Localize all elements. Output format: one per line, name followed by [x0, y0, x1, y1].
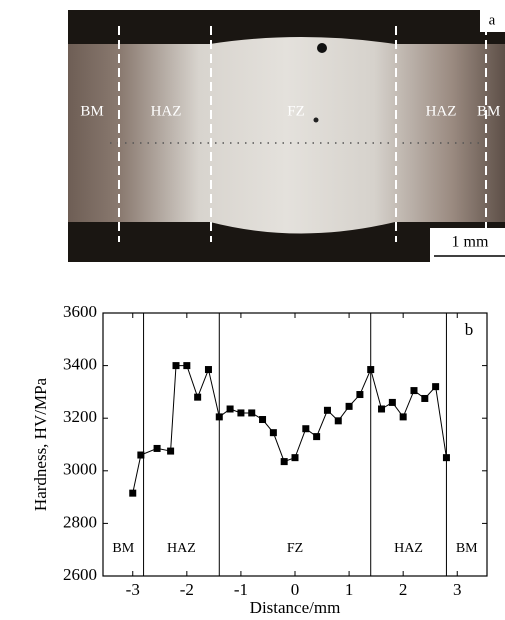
data-point [205, 366, 212, 373]
data-point [281, 458, 288, 465]
y-tick-label: 3600 [63, 302, 97, 321]
x-tick-label: -3 [126, 580, 140, 599]
data-point [173, 362, 180, 369]
data-point [194, 394, 201, 401]
panel-label: a [489, 12, 496, 28]
y-tick-label: 3000 [63, 460, 97, 479]
data-point [335, 417, 342, 424]
data-point [356, 391, 363, 398]
zone-label: HAZ [167, 541, 196, 556]
data-point [346, 403, 353, 410]
data-point [227, 405, 234, 412]
data-point [216, 413, 223, 420]
panel-label: b [465, 320, 474, 339]
data-point [154, 445, 161, 452]
data-point [324, 407, 331, 414]
zone-label: BM [112, 541, 134, 556]
data-point [270, 429, 277, 436]
data-point [313, 433, 320, 440]
micrograph: a BM HAZ FZ HAZ BM 1 mm [68, 10, 505, 262]
chart: 2600 2800 3000 3200 3400 3600 -3 -2 -1 0 1 2 3 Distan… [31, 302, 487, 617]
y-tick-label: 3400 [63, 355, 97, 374]
pore [317, 43, 327, 53]
data-point [167, 448, 174, 455]
data-point [129, 490, 136, 497]
x-axis-label: Distance/mm [250, 598, 341, 617]
zone-label: HAZ [394, 541, 423, 556]
data-point [378, 405, 385, 412]
data-point [183, 362, 190, 369]
x-tick-label: 1 [345, 580, 354, 599]
data-point [400, 413, 407, 420]
data-point [137, 452, 144, 459]
x-tick-label: -1 [234, 580, 248, 599]
y-tick-label: 2800 [63, 512, 97, 531]
x-tick-label: 2 [399, 580, 408, 599]
data-point [443, 454, 450, 461]
data-point [259, 416, 266, 423]
y-axis-label: Hardness, HV/MPa [31, 377, 50, 511]
x-tick-label: -2 [180, 580, 194, 599]
data-point [292, 454, 299, 461]
region-label: FZ [287, 103, 305, 119]
weld-section [68, 37, 505, 234]
data-point [302, 425, 309, 432]
region-label: BM [477, 103, 500, 119]
page: {"figure_a": {"label": "a", "regions": [… [0, 0, 505, 620]
data-point [237, 409, 244, 416]
figure: a BM HAZ FZ HAZ BM 1 mm 2600 2800 3000 3200… [0, 0, 505, 620]
pore [314, 118, 319, 123]
plot-frame [103, 313, 487, 576]
region-label: HAZ [426, 103, 457, 119]
data-point [367, 366, 374, 373]
region-label: BM [80, 103, 103, 119]
region-label: HAZ [151, 103, 182, 119]
data-point [421, 395, 428, 402]
y-tick-label: 2600 [63, 565, 97, 584]
y-tick-label: 3200 [63, 407, 97, 426]
zone-label: BM [456, 541, 478, 556]
data-point [410, 387, 417, 394]
data-point [432, 383, 439, 390]
series-line [133, 366, 447, 494]
data-point [248, 409, 255, 416]
scale-bar-label: 1 mm [452, 234, 489, 251]
zone-label: FZ [287, 541, 303, 556]
x-tick-label: 0 [291, 580, 300, 599]
x-tick-label: 3 [453, 580, 462, 599]
data-point [389, 399, 396, 406]
